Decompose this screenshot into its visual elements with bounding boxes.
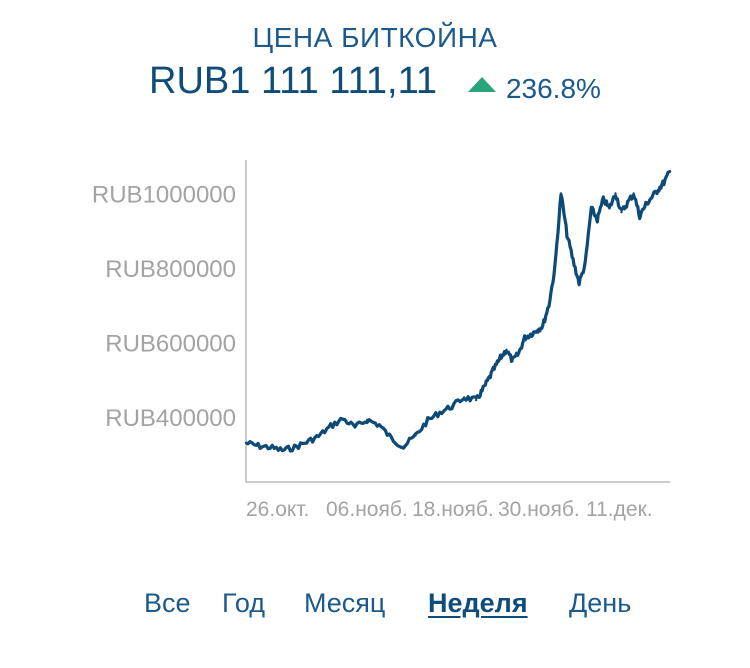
data-point bbox=[474, 398, 478, 402]
triangle-up-icon bbox=[467, 77, 496, 93]
data-point bbox=[553, 266, 557, 270]
data-point bbox=[608, 207, 611, 210]
tab-month[interactable]: Месяц bbox=[304, 588, 386, 618]
data-point bbox=[602, 197, 605, 201]
data-point bbox=[414, 434, 417, 437]
data-point bbox=[668, 169, 672, 173]
data-point bbox=[402, 445, 405, 448]
data-point bbox=[535, 329, 538, 332]
x-tick-label: 11.дек. bbox=[586, 498, 653, 521]
data-point bbox=[353, 426, 357, 429]
x-tick-label: 30.нояб. bbox=[498, 498, 580, 521]
data-point bbox=[590, 207, 593, 210]
data-point bbox=[541, 324, 544, 327]
current-price: RUB1 111 111,11 bbox=[149, 60, 438, 102]
data-point bbox=[517, 352, 520, 355]
data-point bbox=[390, 437, 393, 440]
tab-year[interactable]: Год bbox=[222, 588, 265, 618]
data-point bbox=[487, 378, 490, 381]
tab-day[interactable]: День bbox=[569, 588, 632, 618]
data-point bbox=[450, 405, 454, 408]
data-point bbox=[493, 367, 496, 370]
data-point bbox=[656, 188, 660, 191]
data-point bbox=[632, 192, 635, 195]
price-chart: RUB400000 RUB600000 RUB800000 RUB1000000 26.… bbox=[92, 160, 672, 521]
data-point bbox=[378, 423, 381, 427]
tab-all[interactable]: Все bbox=[144, 588, 191, 618]
data-point bbox=[256, 444, 260, 448]
x-tick-label: 18.нояб. bbox=[412, 498, 494, 521]
data-point bbox=[365, 418, 369, 422]
y-tick-label: RUB600000 bbox=[105, 330, 236, 357]
data-point bbox=[462, 396, 466, 399]
data-point bbox=[565, 233, 569, 236]
x-tick-label: 26.окт. bbox=[246, 498, 309, 521]
data-point bbox=[584, 263, 587, 266]
y-tick-label: RUB800000 bbox=[105, 256, 236, 283]
data-point bbox=[317, 435, 320, 438]
data-point bbox=[626, 201, 629, 205]
data-point bbox=[244, 441, 248, 445]
page-title: ЦЕНА БИТКОЙНА bbox=[252, 22, 498, 53]
y-tick-label: RUB400000 bbox=[105, 405, 236, 432]
data-point bbox=[499, 356, 502, 360]
data-point bbox=[341, 417, 345, 420]
data-point bbox=[620, 210, 623, 214]
data-point bbox=[650, 196, 654, 199]
data-point bbox=[438, 411, 442, 414]
data-point bbox=[614, 192, 617, 195]
data-point bbox=[596, 218, 599, 221]
data-point bbox=[523, 336, 526, 340]
data-point bbox=[577, 281, 581, 285]
data-point bbox=[644, 203, 647, 206]
data-point bbox=[505, 348, 508, 352]
tab-week[interactable]: Неделя bbox=[428, 588, 528, 618]
data-point bbox=[293, 446, 296, 449]
price-change: 236.8% bbox=[467, 72, 601, 105]
data-point bbox=[329, 424, 332, 428]
x-tick-label: 06.нояб. bbox=[326, 498, 408, 521]
data-point bbox=[281, 449, 284, 452]
data-point bbox=[638, 214, 641, 218]
data-point bbox=[481, 389, 484, 392]
price-row: RUB1 111 111,11 236.8% bbox=[0, 60, 750, 105]
data-point bbox=[426, 419, 429, 422]
data-point bbox=[269, 446, 272, 449]
data-point bbox=[571, 259, 575, 262]
data-point bbox=[511, 359, 514, 363]
data-point bbox=[547, 303, 551, 307]
price-series-line bbox=[245, 170, 672, 453]
data-point bbox=[662, 181, 666, 184]
data-point bbox=[529, 333, 532, 336]
data-point bbox=[305, 440, 308, 444]
change-percent: 236.8% bbox=[505, 72, 601, 104]
y-tick-label: RUB1000000 bbox=[92, 182, 236, 209]
data-point bbox=[559, 192, 563, 195]
